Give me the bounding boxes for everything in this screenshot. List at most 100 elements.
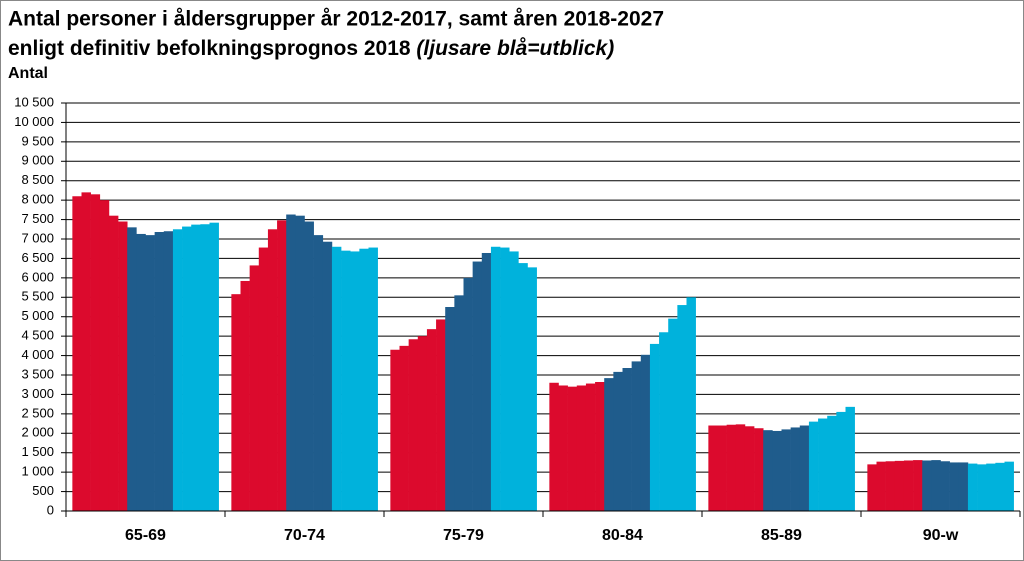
bar: [845, 406, 855, 511]
x-tick-label: 70-74: [284, 527, 325, 544]
bar: [295, 215, 305, 511]
bar: [827, 415, 837, 511]
bar: [763, 430, 773, 511]
bar: [331, 246, 342, 511]
bar: [885, 461, 896, 511]
bar: [527, 267, 537, 511]
y-tick-label: 5 500: [21, 289, 54, 304]
bar: [659, 332, 669, 511]
bar: [399, 345, 409, 511]
chart-title: enligt definitiv befolkningsprognos 2018: [8, 37, 411, 60]
y-tick-label: 2 000: [21, 425, 54, 440]
y-tick-label: 7 500: [21, 211, 54, 226]
bar: [799, 425, 810, 511]
bar: [454, 295, 464, 511]
bar: [341, 250, 351, 511]
y-tick-label: 0: [47, 502, 54, 517]
bar: [735, 424, 746, 511]
bar: [967, 463, 978, 511]
bar: [518, 263, 528, 511]
bar: [154, 232, 165, 511]
bar: [267, 229, 278, 512]
bar: [509, 251, 519, 512]
bar: [790, 427, 801, 511]
bar: [127, 227, 137, 512]
chart-title: Antal personer i åldersgrupper år 2012-2…: [8, 8, 664, 31]
x-tick-label: 85-89: [761, 527, 802, 544]
bar: [668, 318, 678, 511]
bar: [949, 462, 960, 511]
bar: [426, 329, 437, 511]
y-tick-label: 6 500: [21, 250, 54, 265]
y-tick-label: 3 000: [21, 386, 54, 401]
y-tick-label: 8 500: [21, 172, 54, 187]
title-note: (ljusare blå=utblick): [416, 37, 614, 60]
bar: [781, 429, 791, 511]
bar: [145, 235, 155, 511]
bar: [567, 386, 578, 511]
bar: [322, 241, 333, 511]
y-tick-label: 9 000: [21, 153, 54, 168]
bar: [913, 460, 923, 511]
bar: [200, 224, 210, 511]
y-tick-label: 9 500: [21, 133, 54, 148]
bar: [708, 425, 718, 511]
y-tick-label: 5 000: [21, 308, 54, 323]
bar: [118, 221, 128, 511]
bar: [258, 247, 269, 511]
bar: [585, 383, 596, 511]
bar: [286, 214, 296, 511]
x-tick-label: 65-69: [125, 527, 166, 544]
bar: [1004, 461, 1014, 511]
bar: [490, 246, 501, 511]
bar: [754, 428, 764, 511]
bar: [613, 371, 623, 511]
bar: [500, 247, 510, 511]
bar: [209, 222, 219, 511]
x-tick-label: 90-w: [923, 527, 959, 544]
bar: [977, 464, 987, 511]
bar: [677, 305, 687, 511]
bar: [81, 192, 91, 511]
bar: [995, 462, 1005, 511]
bar: [940, 461, 950, 511]
bar: [108, 215, 119, 511]
y-tick-label: 4 000: [21, 347, 54, 362]
bar: [631, 361, 642, 511]
bar: [463, 277, 473, 511]
bar: [622, 368, 632, 511]
bar: [604, 378, 614, 511]
bar: [818, 418, 828, 511]
bar: [408, 339, 419, 511]
y-tick-label: 8 000: [21, 192, 54, 207]
bar: [576, 385, 587, 511]
bar: [368, 247, 378, 511]
bar: [726, 424, 737, 511]
bar: [390, 349, 400, 511]
bar: [958, 462, 969, 511]
bar: [717, 425, 727, 511]
bar: [836, 411, 846, 511]
bar: [163, 231, 174, 511]
bar: [304, 221, 314, 511]
bar: [313, 235, 324, 511]
y-axis-label: Antal: [8, 65, 48, 82]
bar: [417, 336, 428, 511]
bar: [595, 381, 605, 511]
bar: [72, 196, 82, 511]
bar: [359, 248, 369, 511]
bar: [986, 463, 996, 511]
bar: [172, 229, 183, 512]
bar: [436, 319, 446, 511]
bar: [481, 252, 492, 511]
bar: [640, 354, 651, 511]
chart-title: enligt definitiv befolkningsprognos 2018…: [8, 37, 614, 60]
bar: [445, 307, 455, 511]
y-tick-label: 2 500: [21, 405, 54, 420]
y-tick-label: 10 500: [14, 94, 54, 109]
bar: [772, 430, 782, 511]
bar: [894, 460, 905, 511]
bar: [350, 251, 360, 512]
